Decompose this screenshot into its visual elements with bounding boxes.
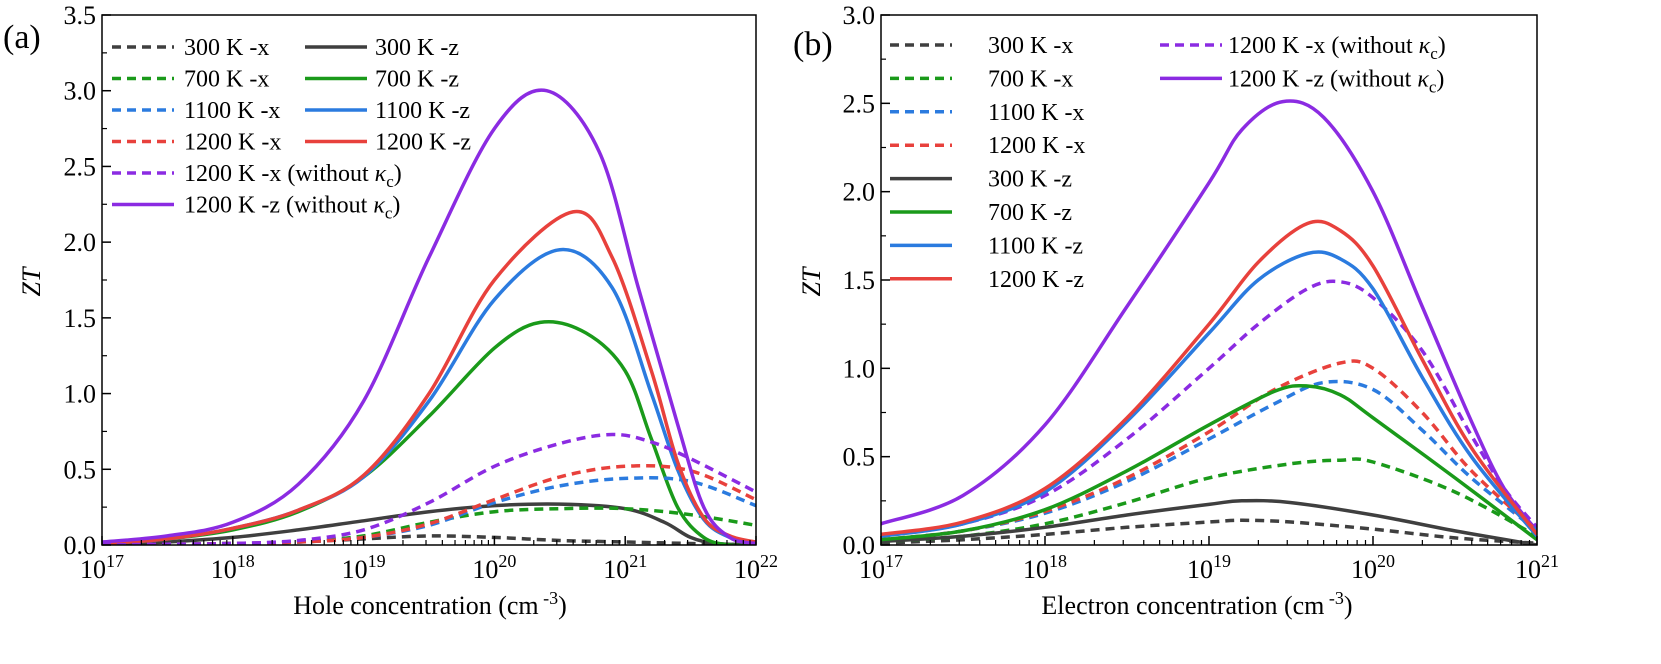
legend-label: 1200 K -z [988, 267, 1084, 293]
legend-label: 300 K -z [375, 35, 459, 61]
legend-label: 1200 K -x (without κc) [1228, 33, 1446, 63]
x-tick-label: 1019 [342, 551, 386, 584]
y-tick-label: 2.5 [64, 152, 97, 181]
legend-label: 700 K -x [184, 67, 269, 93]
x-tick-label: 1021 [603, 551, 647, 584]
y-tick-label: 2.0 [64, 228, 97, 257]
y-axis-title: ZT [797, 266, 826, 296]
series-line [102, 88, 756, 545]
series-line [881, 379, 1537, 542]
series-group [102, 88, 756, 545]
series-line [881, 219, 1537, 537]
legend-label: 1200 K -x [184, 130, 281, 156]
legend-label: 1200 K -z (without κc) [1228, 66, 1444, 96]
series-line [881, 99, 1537, 532]
legend-label: 700 K -z [375, 67, 459, 93]
y-tick-label: 3.0 [843, 1, 876, 30]
legend-label: 1200 K -x (without κc) [184, 161, 402, 191]
x-tick-label: 1020 [1351, 551, 1395, 584]
legend-label: 700 K -x [988, 66, 1073, 92]
legend: 300 K -x 1200 K -x (without κc) 700 K -x 12… [890, 33, 1446, 293]
series-line [102, 209, 756, 545]
series-line [881, 279, 1537, 538]
y-tick-label: 0.5 [843, 443, 876, 472]
legend-label: 1100 K -x [988, 100, 1084, 126]
legend-label: 300 K -z [988, 167, 1072, 193]
series-line [881, 250, 1537, 538]
panel-a-chart: 1017 1018 1019 1020 1021 1022 0.0 0.5 1.0 1.5 2.0 2… [3, 1, 778, 620]
series-line [881, 457, 1537, 544]
series-line [881, 498, 1537, 545]
x-tick-label: 1018 [211, 551, 255, 584]
y-tick-label: 3.5 [64, 1, 97, 30]
y-tick-label: 0.0 [64, 531, 97, 560]
x-tick-label: 1021 [1515, 551, 1559, 584]
series-line [881, 383, 1537, 542]
plot-frame [101, 14, 757, 546]
y-tick-label: 2.0 [843, 178, 876, 207]
legend-label: 300 K -x [184, 35, 269, 61]
legend-label: 1200 K -z (without κc) [184, 193, 400, 223]
series-group [881, 99, 1537, 545]
y-tick-label: 1.0 [843, 354, 876, 383]
y-tick-label: 1.0 [64, 380, 97, 409]
legend-label: 1200 K -z [375, 130, 471, 156]
legend-label: 300 K -x [988, 33, 1073, 59]
x-tick-label: 1020 [472, 551, 516, 584]
panel-b-chart: 1017 1018 1019 1020 1021 0.0 0.5 1.0 1.5 2.0 2.5 3.… [793, 1, 1559, 620]
y-tick-label: 1.5 [64, 304, 97, 333]
x-tick-label: 1018 [1023, 551, 1067, 584]
y-axis-title: ZT [17, 266, 46, 296]
legend-label: 1200 K -x [988, 133, 1085, 159]
x-tick-label: 1022 [734, 551, 778, 584]
legend-label: 1100 K -z [988, 233, 1083, 259]
legend-label: 1100 K -x [184, 98, 280, 124]
x-axis-title: Electron concentration (cm -3) [1041, 588, 1352, 620]
y-tick-label: 2.5 [843, 89, 876, 118]
y-tick-label: 3.0 [64, 77, 97, 106]
x-tick-label: 1017 [80, 551, 124, 584]
legend: 300 K -x 300 K -z 700 K -x 700 K -z 1100 K -… [112, 35, 471, 223]
series-line [881, 359, 1537, 542]
x-axis-title: Hole concentration (cm -3) [293, 588, 567, 620]
legend-label: 700 K -z [988, 200, 1072, 226]
y-tick-label: 0.0 [843, 531, 876, 560]
series-line [102, 432, 756, 545]
y-tick-label: 0.5 [64, 455, 97, 484]
legend-label: 1100 K -z [375, 98, 470, 124]
x-tick-label: 1019 [1187, 551, 1231, 584]
panel-label: (b) [793, 26, 833, 63]
panel-label: (a) [3, 19, 41, 56]
x-tick-label: 1017 [859, 551, 903, 584]
y-tick-label: 1.5 [843, 266, 876, 295]
